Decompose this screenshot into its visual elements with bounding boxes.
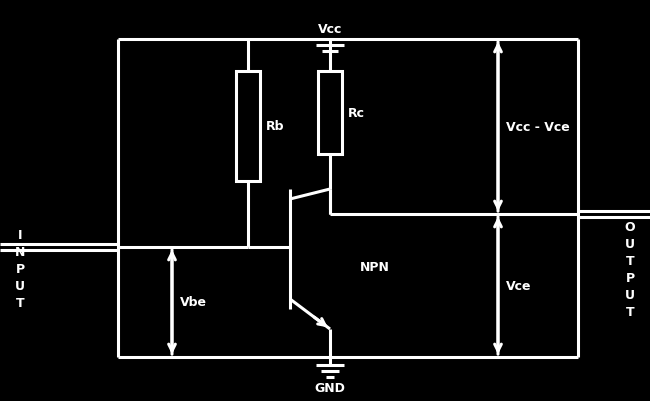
Text: Rb: Rb bbox=[266, 120, 285, 133]
Bar bbox=[318, 72, 342, 155]
Text: NPN: NPN bbox=[360, 261, 390, 274]
Text: Vcc - Vce: Vcc - Vce bbox=[506, 121, 570, 134]
Text: O
U
T
P
U
T: O U T P U T bbox=[625, 221, 635, 318]
Text: Vbe: Vbe bbox=[180, 296, 207, 309]
Text: Vce: Vce bbox=[506, 279, 532, 292]
Text: Vcc: Vcc bbox=[318, 23, 342, 36]
Bar bbox=[236, 72, 260, 182]
Text: GND: GND bbox=[315, 381, 345, 394]
Text: Rc: Rc bbox=[348, 107, 365, 120]
Text: I
N
P
U
T: I N P U T bbox=[15, 229, 25, 310]
